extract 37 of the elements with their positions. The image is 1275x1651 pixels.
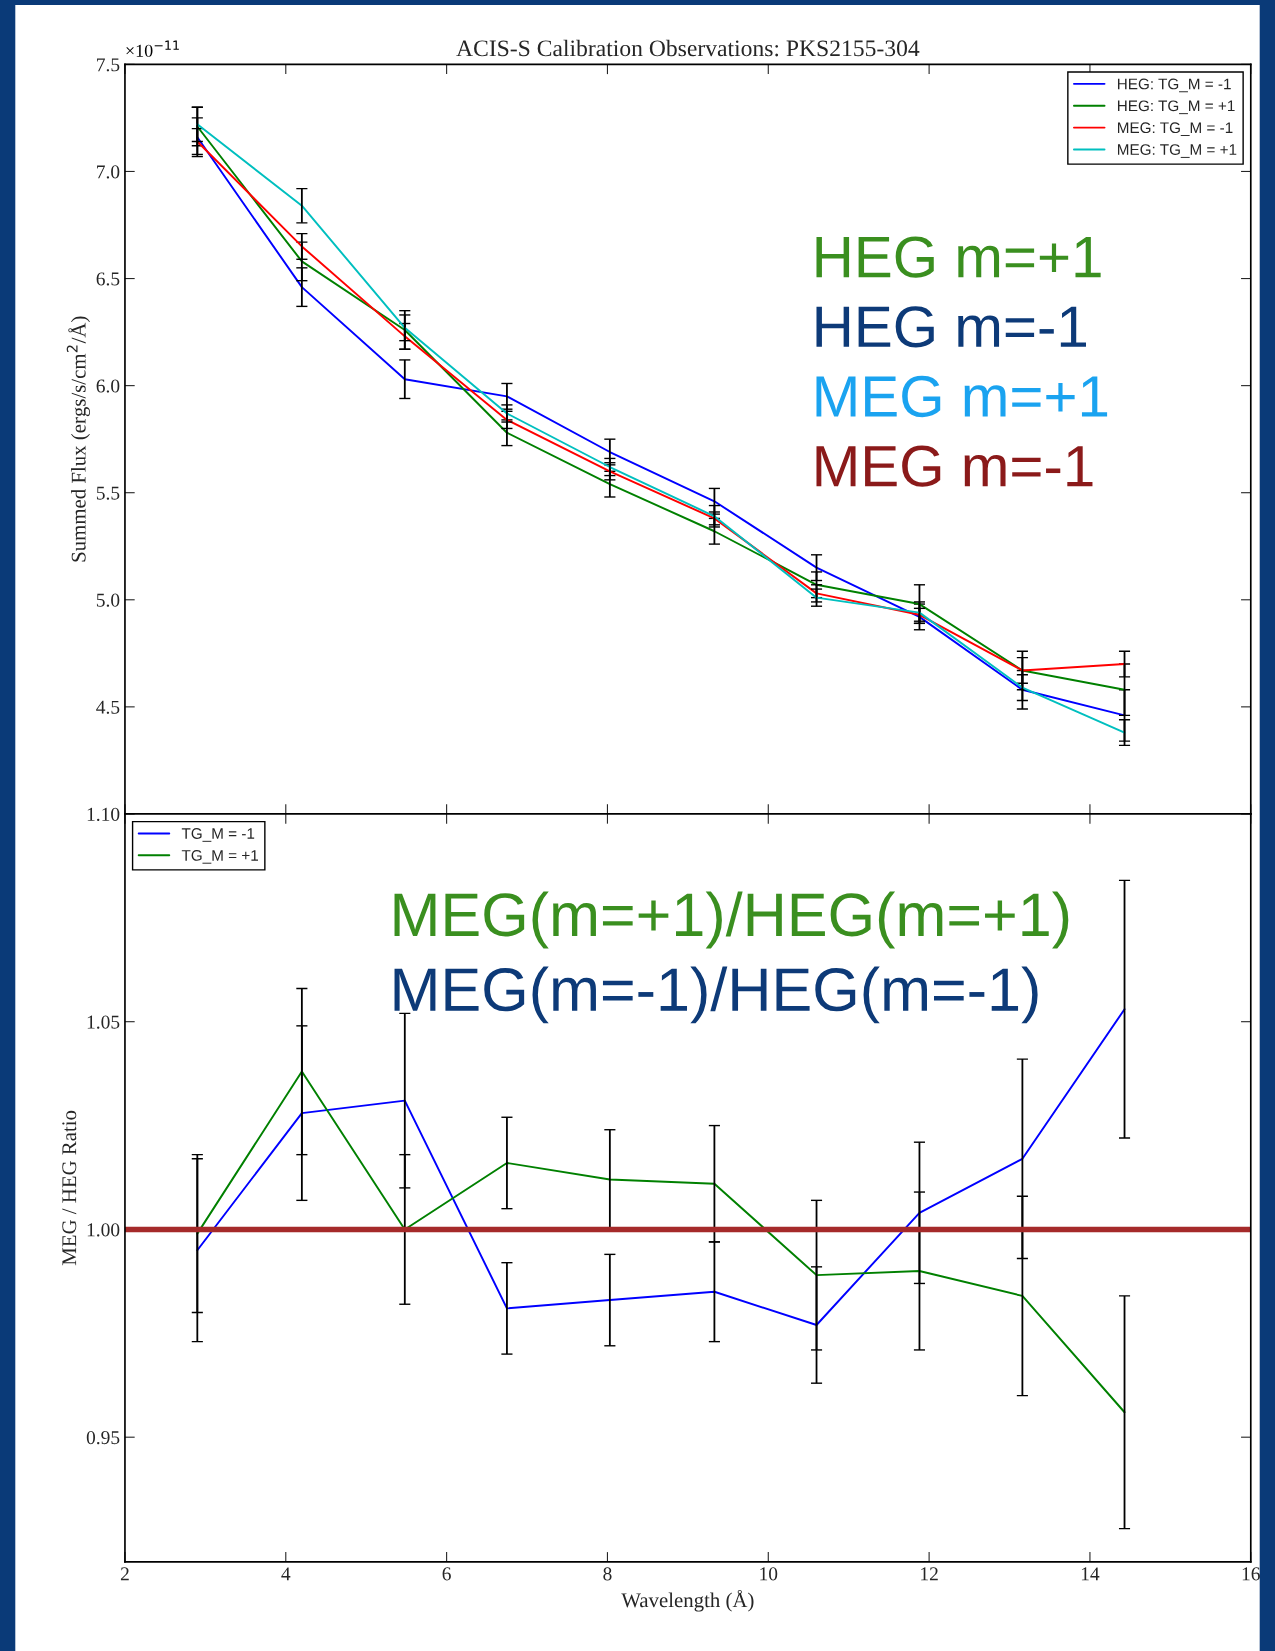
x-axis-title: Wavelength (Å): [621, 1589, 754, 1612]
x-tick-label: 4: [281, 1567, 291, 1581]
x-tick-label: 2: [120, 1567, 129, 1581]
annotation: MEG(m=+1)/HEG(m=+1): [394, 891, 1069, 949]
legend-label: MEG: TG_M = -1: [1117, 122, 1233, 137]
y-tick-label: 5.5: [96, 486, 120, 500]
legend-label: HEG: TG_M = +1: [1117, 100, 1235, 115]
y-tick-label: 0.95: [86, 1431, 120, 1445]
y-axis-title: MEG / HEG Ratio: [62, 1110, 77, 1266]
y-tick-label: 5.0: [96, 593, 120, 607]
x-tick-label: 12: [921, 1567, 938, 1581]
legend-label: HEG: TG_M = -1: [1117, 78, 1231, 93]
y-tick-label: 6.0: [96, 379, 120, 393]
annotation: MEG m=+1: [816, 375, 1108, 418]
line-series: [196, 1070, 1126, 1414]
y-axis-title: Summed Flux (ergs/s/cm$^{2}$/Å): [66, 316, 90, 562]
annotation: HEG m=-1: [816, 306, 1086, 348]
legend-label: TG_M = -1: [181, 828, 255, 842]
legend-label: TG_M = +1: [181, 849, 258, 864]
x-tick-label: 8: [603, 1567, 612, 1581]
x-tick-label: 6: [442, 1567, 451, 1581]
y-tick-label: 1.10: [87, 807, 120, 821]
x-tick-label: 14: [1081, 1567, 1100, 1581]
annotation: MEG m=-1: [816, 445, 1093, 487]
x-tick-label: 16: [1242, 1567, 1260, 1581]
y-tick-label: 7.0: [97, 165, 120, 179]
annotation: HEG m=+1: [816, 236, 1101, 278]
y-tick-label: 1.00: [87, 1223, 120, 1237]
chart-title: ACIS-S Calibration Observations: PKS2155-304: [456, 39, 920, 57]
text: ×10$^{−11}$: [126, 40, 179, 57]
y-tick-label: 6.5: [96, 272, 120, 286]
y-tick-label: 1.05: [87, 1015, 120, 1029]
annotation: MEG(m=-1)/HEG(m=-1): [394, 966, 1038, 1024]
legend-label: MEG: TG_M = +1: [1117, 144, 1237, 158]
x-tick-label: 10: [760, 1567, 778, 1581]
y-tick-label: 4.5: [96, 700, 120, 714]
y-tick-label: 7.5: [97, 58, 120, 72]
